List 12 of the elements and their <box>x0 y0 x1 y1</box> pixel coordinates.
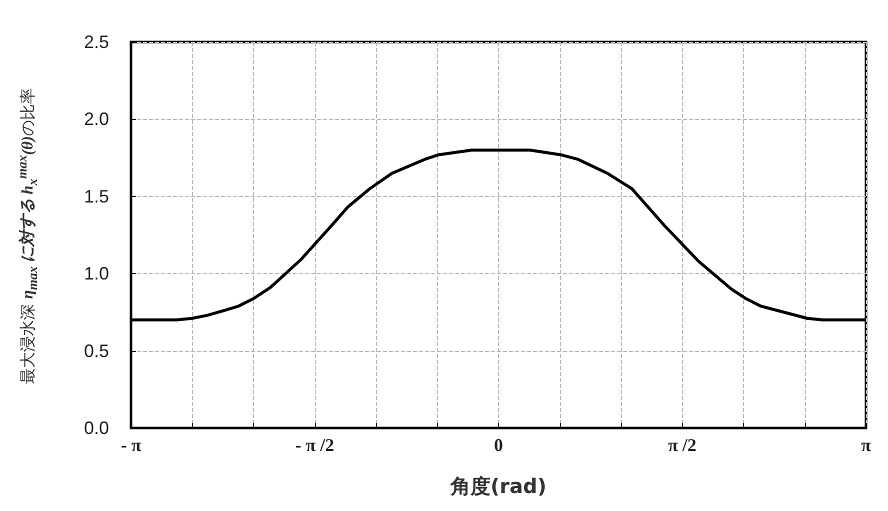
x-tick-label: 0 <box>494 435 503 455</box>
x-tick-label: - π /2 <box>295 435 334 455</box>
y-tick-label: 2.0 <box>84 109 109 130</box>
x-axis-title: 角度(rad) <box>450 474 546 498</box>
x-tick-label: π /2 <box>668 435 696 455</box>
y-tick-label: 1.5 <box>84 186 109 206</box>
y-tick-label: 0.5 <box>84 340 109 361</box>
x-tick-label: π <box>861 435 872 455</box>
y-tick-label: 1.0 <box>84 264 109 284</box>
y-tick-label: 0.0 <box>84 418 109 438</box>
y-tick-label: 2.5 <box>84 32 109 52</box>
x-tick-label: - π <box>120 435 142 455</box>
